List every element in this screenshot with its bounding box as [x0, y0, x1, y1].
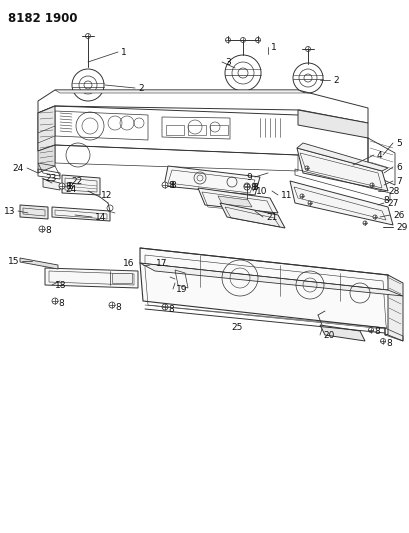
- Text: 8: 8: [168, 304, 173, 313]
- Polygon shape: [296, 148, 387, 191]
- Circle shape: [39, 226, 45, 232]
- Text: 8: 8: [115, 303, 121, 311]
- Text: 16: 16: [123, 259, 134, 268]
- Text: 8: 8: [249, 182, 255, 191]
- Text: 29: 29: [395, 222, 407, 231]
- Text: 8: 8: [252, 182, 257, 191]
- Text: 12: 12: [101, 190, 112, 199]
- Polygon shape: [55, 90, 304, 93]
- Polygon shape: [289, 181, 392, 225]
- Polygon shape: [20, 258, 58, 269]
- Text: 8: 8: [45, 225, 51, 235]
- Polygon shape: [20, 205, 48, 219]
- FancyBboxPatch shape: [112, 273, 132, 283]
- Circle shape: [162, 304, 168, 310]
- Text: 11: 11: [280, 190, 292, 199]
- Text: 4: 4: [376, 150, 382, 159]
- Text: 24: 24: [65, 184, 76, 193]
- Polygon shape: [139, 248, 392, 335]
- Circle shape: [305, 46, 310, 52]
- Text: 1: 1: [121, 47, 126, 56]
- Text: 8: 8: [382, 196, 388, 205]
- Circle shape: [59, 183, 65, 189]
- Polygon shape: [218, 196, 252, 207]
- Circle shape: [243, 184, 249, 190]
- Circle shape: [380, 338, 384, 343]
- Polygon shape: [52, 207, 110, 221]
- Circle shape: [85, 34, 90, 38]
- Text: 21: 21: [265, 213, 277, 222]
- Circle shape: [372, 215, 376, 219]
- Polygon shape: [387, 275, 402, 341]
- Circle shape: [368, 327, 373, 333]
- Circle shape: [255, 37, 260, 43]
- Text: 8: 8: [58, 298, 63, 308]
- Text: 8: 8: [65, 182, 71, 190]
- Polygon shape: [297, 110, 367, 138]
- Text: 24: 24: [13, 164, 24, 173]
- Text: 8: 8: [168, 181, 173, 190]
- Text: 8: 8: [67, 182, 72, 190]
- Text: 6: 6: [395, 163, 401, 172]
- Text: 2: 2: [138, 84, 143, 93]
- Text: 5: 5: [395, 139, 401, 148]
- Polygon shape: [62, 175, 100, 195]
- Circle shape: [52, 298, 58, 304]
- Circle shape: [240, 37, 245, 43]
- Polygon shape: [139, 263, 402, 296]
- Polygon shape: [38, 145, 55, 173]
- Text: 14: 14: [95, 213, 106, 222]
- Text: 22: 22: [71, 176, 82, 185]
- Text: 17: 17: [155, 259, 167, 268]
- Circle shape: [162, 182, 168, 188]
- Polygon shape: [220, 203, 284, 228]
- Text: 9: 9: [246, 173, 252, 182]
- Text: 3: 3: [225, 58, 230, 67]
- Text: 26: 26: [392, 211, 403, 220]
- Polygon shape: [319, 325, 364, 341]
- Text: 8182 1900: 8182 1900: [8, 12, 77, 25]
- Polygon shape: [296, 143, 387, 171]
- Text: 20: 20: [322, 330, 334, 340]
- Circle shape: [362, 221, 366, 225]
- Circle shape: [109, 302, 115, 308]
- Circle shape: [304, 166, 308, 170]
- Circle shape: [307, 201, 311, 205]
- Text: 2: 2: [332, 76, 338, 85]
- Text: 19: 19: [175, 285, 187, 294]
- Text: 25: 25: [230, 322, 242, 332]
- Text: 1: 1: [270, 43, 276, 52]
- Text: 7: 7: [395, 176, 401, 185]
- Text: 8: 8: [373, 327, 379, 335]
- Text: 23: 23: [45, 174, 56, 182]
- Polygon shape: [164, 166, 259, 195]
- Polygon shape: [43, 179, 60, 190]
- Text: 27: 27: [386, 198, 398, 207]
- Text: 15: 15: [7, 256, 19, 265]
- Polygon shape: [38, 106, 55, 151]
- Text: 8: 8: [385, 338, 391, 348]
- Text: 8: 8: [170, 181, 175, 190]
- Circle shape: [243, 183, 249, 189]
- Text: 28: 28: [387, 187, 398, 196]
- Text: 18: 18: [55, 280, 66, 289]
- Text: 13: 13: [4, 206, 15, 215]
- Polygon shape: [198, 188, 277, 213]
- Circle shape: [225, 37, 230, 43]
- Text: 10: 10: [255, 187, 267, 196]
- Circle shape: [369, 183, 373, 187]
- Polygon shape: [45, 268, 138, 288]
- Circle shape: [299, 194, 303, 198]
